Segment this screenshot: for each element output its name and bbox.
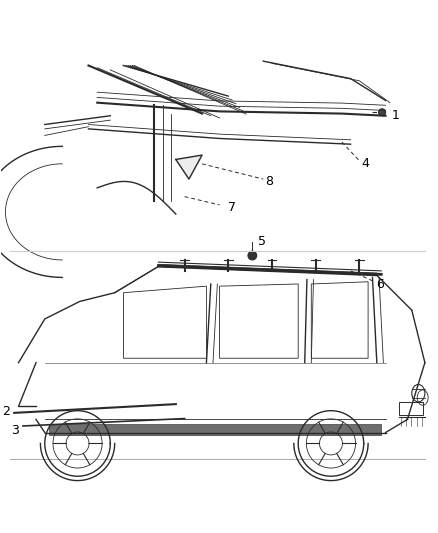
Polygon shape [176, 155, 202, 179]
Text: 8: 8 [265, 175, 273, 188]
Text: 6: 6 [376, 278, 384, 292]
Text: 7: 7 [228, 201, 236, 214]
Text: 5: 5 [258, 235, 266, 248]
Bar [399, 402, 423, 415]
Text: 2: 2 [2, 405, 10, 418]
Text: 3: 3 [11, 424, 18, 437]
Text: 1: 1 [392, 109, 400, 122]
Text: 4: 4 [361, 157, 369, 171]
Bar [49, 424, 381, 435]
Circle shape [248, 251, 257, 260]
Circle shape [378, 109, 385, 116]
